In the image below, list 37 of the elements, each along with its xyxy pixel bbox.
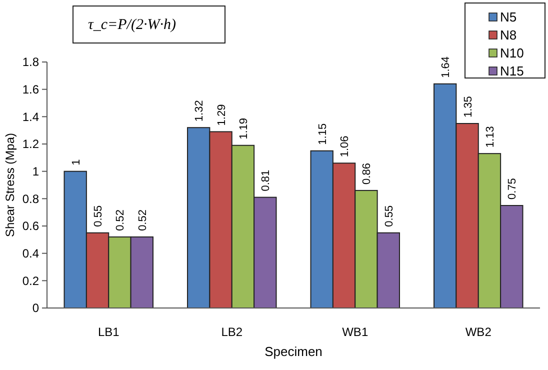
y-tick-label: 1.4: [22, 110, 40, 124]
legend-label: N10: [500, 46, 524, 61]
data-label: 1.32: [194, 100, 206, 122]
y-tick-label: 0: [32, 301, 40, 316]
x-axis-title: Specimen: [264, 344, 322, 359]
y-tick-label: 0.2: [22, 274, 40, 288]
data-label: 1.29: [216, 104, 228, 126]
text: τ_c=P/(2·W·h): [88, 17, 176, 33]
data-label: 0.86: [361, 163, 374, 184]
data-label: 1.15: [316, 123, 329, 145]
data-label: 1.13: [484, 126, 496, 148]
x-tick-label: WB2: [465, 325, 492, 339]
x-tick-label: LB2: [221, 325, 243, 339]
y-tick-label: 1.2: [22, 137, 40, 152]
y-tick-label: 0.6: [22, 219, 40, 234]
y-tick-label: 1: [32, 164, 40, 179]
legend-label: N15: [500, 64, 524, 79]
y-tick-label: 1.8: [22, 55, 40, 70]
y-axis-title: Shear Stress (Mpa): [3, 132, 17, 238]
y-tick-label: 0.4: [22, 246, 40, 261]
data-label: 1.64: [440, 56, 452, 78]
data-label: 1.35: [462, 96, 474, 118]
data-label: 0.55: [383, 205, 396, 227]
y-tick-label: 1.6: [22, 82, 40, 97]
x-tick-label: LB1: [98, 325, 120, 339]
legend-label: N5: [500, 10, 517, 25]
data-label: 0.81: [260, 170, 272, 192]
data-label: 0.52: [136, 210, 149, 231]
data-label: 0.52: [114, 210, 127, 231]
x-tick-label: WB1: [342, 325, 368, 339]
data-label: 0.75: [506, 178, 519, 200]
legend-label: N8: [500, 28, 517, 43]
data-label: 0.55: [92, 205, 105, 227]
data-label: 1.19: [238, 118, 250, 140]
data-label: 1: [70, 159, 82, 166]
data-label: 1.06: [339, 136, 352, 158]
y-tick-label: 0.8: [22, 192, 40, 206]
